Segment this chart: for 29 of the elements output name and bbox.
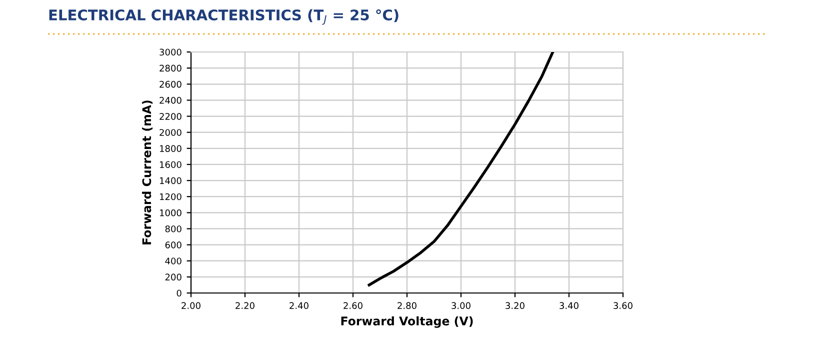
x-tick-label: 2.80 — [398, 302, 416, 310]
line-series — [368, 52, 554, 286]
y-tick-label: 1800 — [160, 145, 182, 152]
y-tick-label: 2400 — [160, 96, 182, 104]
x-tick-label: 2.20 — [236, 302, 254, 310]
y-tick-label: 1200 — [160, 193, 182, 200]
x-axis-title: Forward Voltage (V) — [341, 316, 473, 328]
x-tick-label: 3.60 — [614, 302, 632, 310]
chart-title: ELECTRICAL CHARACTERISTICS (T$_{J}$ = 25 °C) — [49, 9, 398, 25]
x-tick-label: 2.60 — [344, 302, 362, 310]
y-tick-label: 2600 — [160, 80, 182, 88]
y-axis-title: Forward Current (mA) — [142, 100, 153, 244]
y-tick-label: 1400 — [160, 177, 182, 184]
y-tick-label: 2200 — [160, 112, 182, 120]
y-tick-label: 200 — [165, 274, 182, 280]
y-tick-label: 600 — [165, 242, 182, 248]
y-tick-label: 1000 — [160, 209, 182, 216]
x-tick-label: 3.20 — [506, 302, 524, 310]
x-tick-label: 3.00 — [452, 302, 470, 310]
x-tick-label: 3.40 — [560, 302, 578, 310]
y-tick-label: 3000 — [160, 48, 182, 56]
y-tick-label: 1600 — [160, 161, 182, 168]
x-tick-label: 2.40 — [290, 302, 308, 310]
y-tick-label: 2800 — [160, 64, 182, 72]
y-tick-label: 400 — [165, 258, 182, 264]
x-tick-label: 2.00 — [182, 302, 200, 310]
y-tick-label: 800 — [165, 225, 182, 232]
y-tick-label: 2000 — [160, 129, 182, 136]
y-tick-label: 0 — [176, 290, 182, 297]
